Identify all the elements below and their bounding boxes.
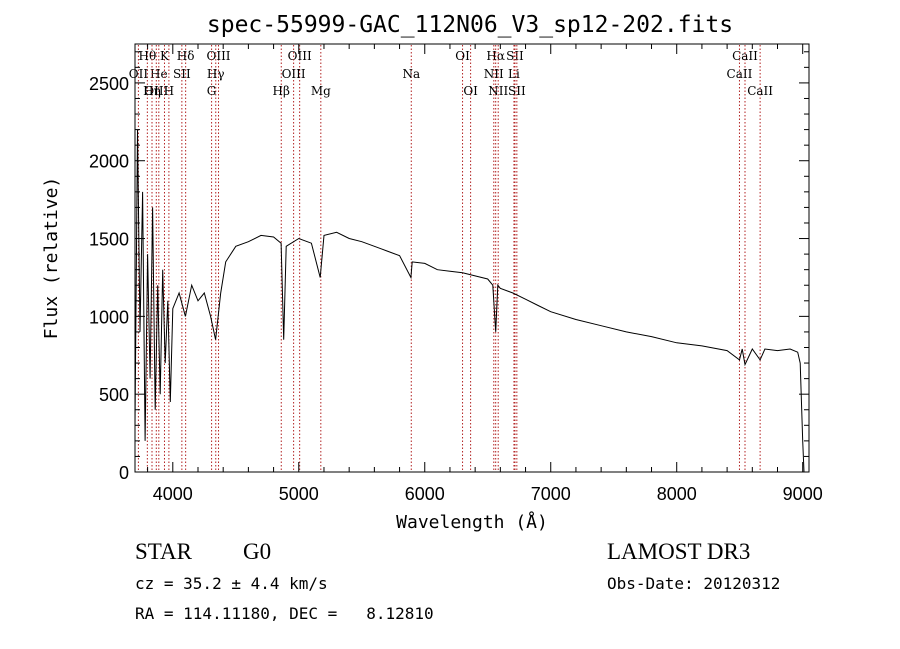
marker-label-13: OIII	[288, 49, 312, 63]
marker-label-0: Hθ	[138, 49, 156, 63]
y-axis-label: Flux (relative)	[41, 177, 62, 340]
marker-label-6: H	[164, 84, 174, 98]
line-markers: Hθ OII OIII He Hη K H SII Hδ OIII Hγ G Hβ OIII OIII Mg N…	[129, 45, 773, 471]
marker-label-1: OII	[129, 67, 149, 81]
x-axis-label: Wavelength (Å)	[396, 511, 548, 533]
spectrum-line	[134, 129, 805, 473]
x-tick-label-1: 5000	[279, 484, 319, 504]
marker-label-8: Hδ	[177, 49, 195, 63]
y-tick-label-0: 0	[119, 463, 129, 483]
subclass: G0	[243, 539, 272, 564]
marker-label-22: Li	[508, 67, 520, 81]
marker-label-24: SII	[508, 84, 526, 98]
marker-label-25: CaII	[732, 49, 758, 63]
marker-label-2: OIII	[144, 84, 168, 98]
x-tick-label-2: 6000	[405, 484, 445, 504]
marker-label-7: SII	[173, 67, 191, 81]
survey-label: LAMOST DR3	[607, 539, 751, 564]
marker-label-10: Hγ	[207, 67, 225, 81]
x-tick-label-3: 7000	[531, 484, 571, 504]
marker-label-4: Hη	[143, 84, 161, 98]
marker-label-27: CaII	[747, 84, 773, 98]
marker-label-21: NII	[484, 67, 504, 81]
marker-label-9: OIII	[206, 49, 230, 63]
x-tick-label-4: 8000	[657, 484, 697, 504]
x-tick-label-0: 4000	[153, 484, 193, 504]
marker-label-3: He	[150, 67, 168, 81]
coordinates: RA = 114.11180, DEC = 8.12810	[135, 604, 434, 623]
marker-label-12: Hβ	[273, 84, 290, 98]
redshift-text: cz = 35.2 ± 4.4 km/s	[135, 574, 328, 593]
object-class: STAR	[135, 539, 192, 564]
marker-label-11: G	[207, 84, 217, 98]
marker-label-14: OIII	[282, 67, 306, 81]
marker-label-19: Hα	[486, 49, 505, 63]
y-tick-label-2: 1000	[89, 307, 129, 327]
x-tick-label-5: 9000	[783, 484, 823, 504]
marker-label-23: NII	[488, 84, 508, 98]
obs-date: Obs-Date: 20120312	[607, 574, 781, 593]
marker-label-5: K	[160, 49, 170, 63]
marker-label-18: OI	[463, 84, 478, 98]
marker-label-15: Mg	[311, 84, 331, 98]
marker-label-26: CaII	[727, 67, 753, 81]
y-tick-label-4: 2000	[89, 152, 129, 172]
y-tick-label-5: 2500	[89, 74, 129, 94]
axis-ticks: 4000 5000 6000 7000 8000 9000 0 500 1000 1500 2000…	[89, 44, 823, 504]
plot-frame	[134, 43, 810, 473]
marker-label-17: OI	[455, 49, 470, 63]
marker-label-20: SII	[506, 49, 524, 63]
y-tick-label-3: 1500	[89, 230, 129, 250]
marker-label-16: Na	[402, 67, 420, 81]
chart-title: spec-55999-GAC_112N06_V3_sp12-202.fits	[207, 12, 733, 38]
y-tick-label-1: 500	[99, 385, 129, 405]
